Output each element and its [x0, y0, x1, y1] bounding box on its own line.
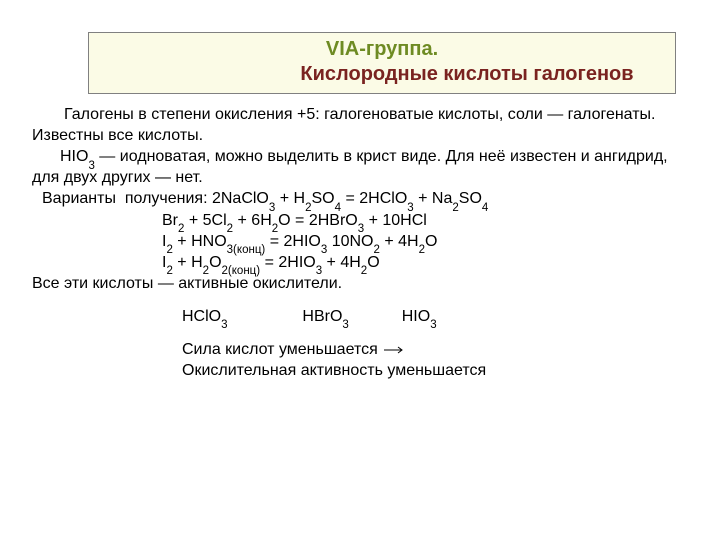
trend-strength-label: Сила кислот уменьшается [182, 339, 378, 360]
title-box: VIA-группа. Кислородные кислоты галогено… [88, 32, 676, 94]
equation-4: I2 + H2O2(конц) = 2HIO3 + 4H2O [32, 252, 676, 273]
slide: VIA-группа. Кислородные кислоты галогено… [0, 0, 720, 540]
equation-1: Варианты получения: 2NaClO3 + H2SO4 = 2H… [32, 188, 676, 209]
trend-oxidation-label: Окислительная активность уменьшается [182, 360, 486, 381]
acid-hio3: HIO3 [402, 306, 437, 327]
acids-row: HClO3 HBrO3 HIO3 [32, 306, 676, 327]
acid-hclo3: HClO3 [182, 306, 228, 327]
trend-oxidation: Окислительная активность уменьшается [182, 360, 676, 381]
title-line-2: Кислородные кислоты галогенов [101, 62, 663, 87]
trend-strength: Сила кислот уменьшается [182, 339, 676, 360]
paragraph-hio3: HIO3 — иодноватая, можно выделить в крис… [32, 146, 676, 188]
title-line-1: VIA-группа. [101, 37, 663, 62]
equation-3: I2 + HNO3(конц) = 2HIO3 10NO2 + 4H2O [32, 231, 676, 252]
paragraph-intro: Галогены в степени окисления +5: галоген… [32, 104, 676, 146]
paragraph-oxidizers: Все эти кислоты — активные окислители. [32, 273, 676, 294]
trend-block: Сила кислот уменьшается Окислительная ак… [32, 339, 676, 381]
body-text: Галогены в степени окисления +5: галоген… [32, 104, 676, 381]
acid-hbro3: HBrO3 [302, 306, 348, 327]
equation-2: Br2 + 5Cl2 + 6H2O = 2HBrO3 + 10HCl [32, 210, 676, 231]
arrow-right-icon [384, 345, 408, 355]
